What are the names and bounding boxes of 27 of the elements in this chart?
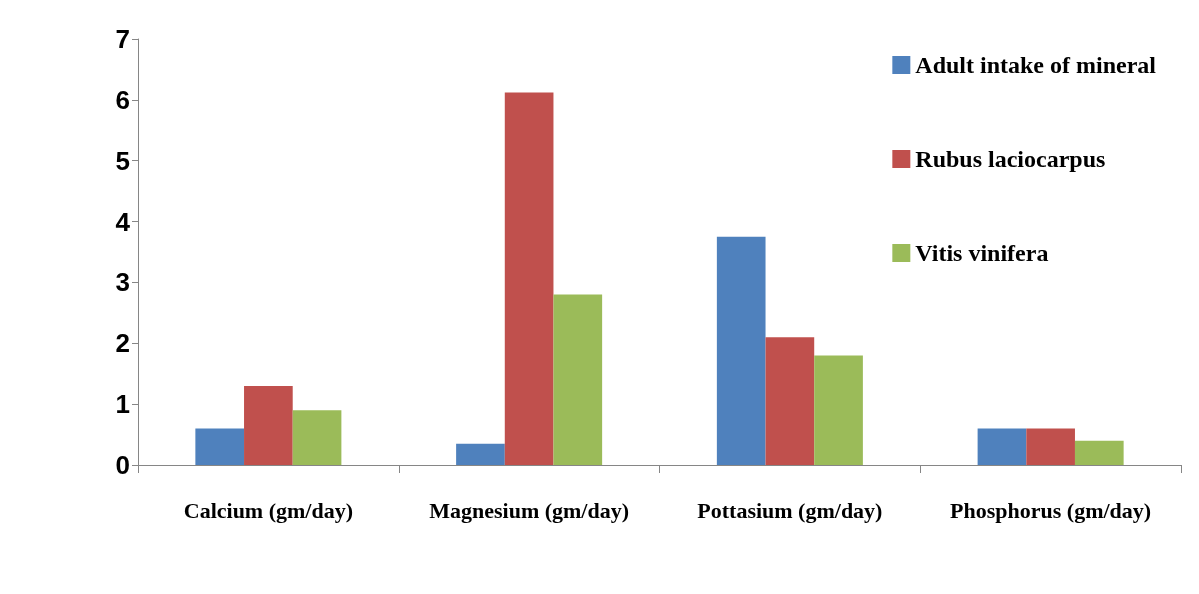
bar bbox=[1026, 428, 1075, 465]
x-tick-label: Phosphorus (gm/day) bbox=[950, 497, 1152, 523]
y-tick-label: 4 bbox=[115, 206, 131, 237]
bar bbox=[553, 294, 603, 465]
y-tick-label: 6 bbox=[115, 84, 130, 115]
y-tick-label: 0 bbox=[115, 450, 130, 480]
y-tick-label: 7 bbox=[115, 24, 130, 54]
bar bbox=[977, 428, 1027, 465]
y-tick-label: 5 bbox=[115, 145, 130, 176]
bar bbox=[716, 236, 766, 465]
legend-label: Rubus laciocarpus bbox=[915, 146, 1106, 172]
bar bbox=[814, 355, 863, 465]
bar bbox=[504, 92, 554, 465]
bar bbox=[292, 410, 342, 465]
x-tick-label: Pottasium (gm/day) bbox=[697, 497, 883, 523]
bar bbox=[244, 385, 293, 465]
bar bbox=[456, 443, 505, 465]
y-tick-label: 2 bbox=[115, 328, 130, 359]
x-tick-label: Calcium (gm/day) bbox=[183, 497, 354, 523]
y-tick-label: 1 bbox=[115, 389, 130, 420]
legend-label: Adult intake of mineral bbox=[915, 52, 1157, 78]
legend-label: Vitis vinifera bbox=[915, 240, 1049, 266]
bar bbox=[195, 428, 245, 465]
x-tick-label: Magnesium (gm/day) bbox=[429, 497, 630, 523]
bar bbox=[765, 337, 815, 465]
y-tick-label: 3 bbox=[115, 267, 130, 298]
bar bbox=[1074, 440, 1124, 465]
